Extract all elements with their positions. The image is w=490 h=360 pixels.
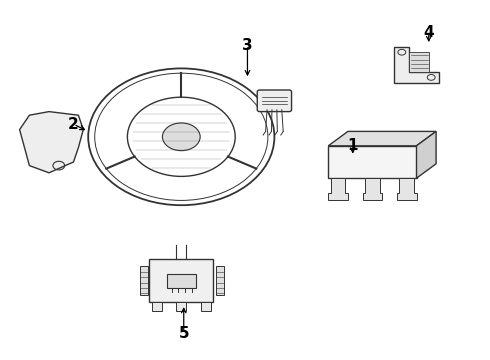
Bar [167, 274, 196, 288]
Text: 2: 2 [68, 117, 79, 132]
Bar [176, 302, 186, 311]
Polygon shape [397, 178, 416, 200]
Polygon shape [394, 47, 439, 83]
Text: 4: 4 [423, 25, 434, 40]
Polygon shape [363, 178, 382, 200]
Bar [328, 146, 416, 178]
Bar [201, 302, 211, 311]
Bar [216, 266, 224, 295]
Polygon shape [20, 112, 83, 173]
Polygon shape [328, 178, 348, 200]
Circle shape [162, 123, 200, 151]
Text: 1: 1 [347, 138, 358, 153]
Bar [140, 266, 148, 295]
Text: 5: 5 [178, 325, 189, 341]
FancyBboxPatch shape [257, 90, 292, 112]
Bar [149, 259, 213, 302]
Bar [409, 52, 429, 72]
Polygon shape [416, 131, 436, 178]
Text: 3: 3 [242, 37, 253, 53]
Polygon shape [328, 131, 436, 146]
Bar [152, 302, 162, 311]
